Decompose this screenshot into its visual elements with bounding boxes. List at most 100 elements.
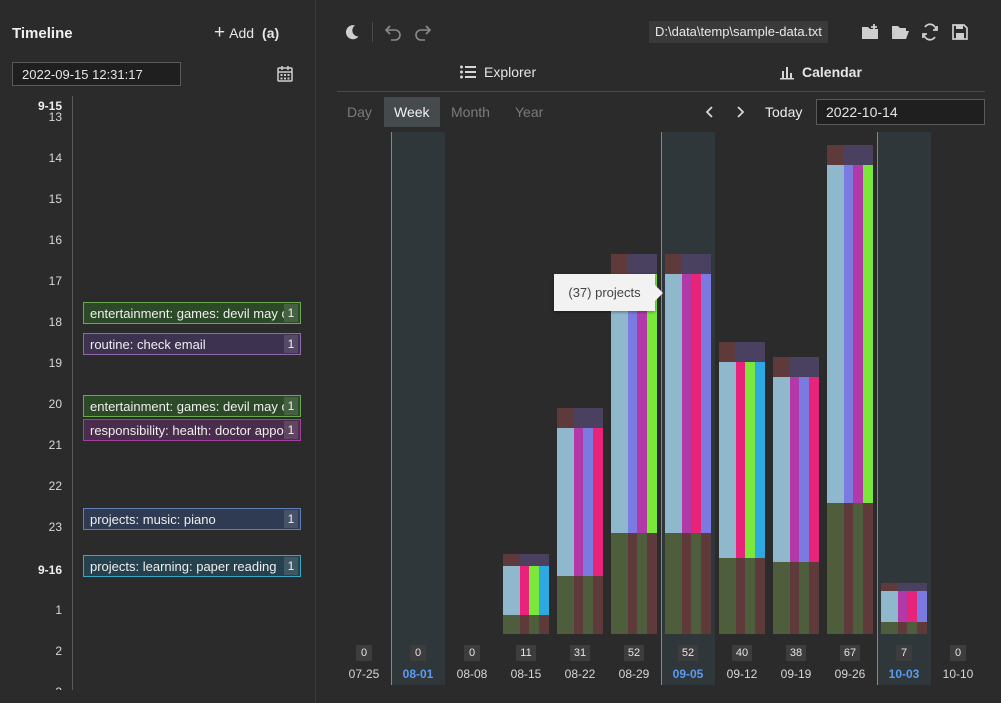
bar-segment: [755, 558, 765, 634]
timeline-event[interactable]: projects: music: piano 1: [83, 508, 301, 530]
bar-segment: [844, 165, 853, 503]
current-date-input[interactable]: [816, 99, 985, 125]
timeline-date-input[interactable]: [12, 62, 181, 86]
tab-calendar[interactable]: Calendar: [779, 64, 862, 80]
timeline-event[interactable]: routine: check email 1: [83, 333, 301, 355]
highlighted-week-column: [391, 132, 445, 685]
add-label: Add: [229, 25, 255, 41]
range-tab-year[interactable]: Year: [515, 104, 544, 120]
bar-segment: [557, 408, 573, 428]
bar-segment: [881, 583, 897, 591]
save-icon[interactable]: [950, 22, 970, 42]
timeline-event-count: 1: [284, 510, 298, 528]
timeline-event[interactable]: entertainment: games: devil may cry 1: [83, 302, 301, 324]
week-divider-line: [877, 132, 878, 685]
range-tab-week[interactable]: Week: [384, 97, 440, 127]
open-folder-icon[interactable]: [890, 22, 910, 42]
timeline-day-label: 9-16: [37, 563, 62, 577]
bar-segment: [719, 362, 736, 558]
bar-segment: [863, 165, 873, 503]
timeline-event-count: 1: [284, 335, 298, 353]
bar-segment: [628, 274, 637, 533]
tab-explorer[interactable]: Explorer: [459, 64, 536, 80]
timeline-event-label: projects: learning: paper reading: [90, 558, 277, 574]
week-count-label: 40: [732, 645, 752, 661]
bar-segment: [682, 533, 691, 634]
tab-explorer-label: Explorer: [484, 64, 537, 80]
week-count-label: 67: [840, 645, 860, 661]
bar-segment: [691, 274, 701, 533]
bar-segment: [799, 562, 809, 634]
bar-segment: [529, 615, 539, 634]
timeline-hour-label: 14: [48, 151, 62, 165]
bar-segment: [557, 576, 574, 634]
moon-icon[interactable]: [342, 22, 362, 42]
week-bar[interactable]: [665, 254, 711, 634]
chevron-left-icon[interactable]: [702, 104, 718, 120]
bar-segment: [520, 566, 529, 615]
refresh-icon[interactable]: [920, 22, 940, 42]
bar-segment: [790, 377, 799, 562]
week-tick-label: 08-22: [564, 667, 596, 681]
today-button[interactable]: Today: [765, 104, 803, 120]
week-count-label: 0: [950, 645, 966, 661]
timeline-event-label: entertainment: games: devil may cry: [90, 305, 284, 321]
bar-segment: [863, 503, 873, 634]
week-count-label: 52: [624, 645, 644, 661]
timeline-event[interactable]: projects: learning: paper reading 1: [83, 555, 301, 577]
week-bar[interactable]: [773, 357, 819, 634]
bar-segment: [790, 562, 799, 634]
week-tick-label: 09-19: [780, 667, 812, 681]
weekly-chart[interactable]: 0 07-25 0 08-01 0 08-08 11 08-15 31 08-22 52 08-29 5…: [337, 132, 985, 687]
bar-segment: [827, 165, 844, 503]
tab-calendar-label: Calendar: [802, 64, 862, 80]
timeline-sidebar: Timeline + Add (a) 9-1513141516171819202…: [0, 0, 316, 703]
chevron-right-icon[interactable]: [732, 104, 748, 120]
timeline-hour-label: 2: [55, 644, 62, 658]
timeline-hour-label: 15: [48, 192, 62, 206]
week-count-label: 7: [896, 645, 912, 661]
add-button[interactable]: + Add (a): [214, 22, 279, 43]
bar-segment: [773, 562, 790, 634]
bar-segment: [907, 590, 917, 622]
timeline-hour-label: 23: [48, 520, 62, 534]
timeline-event[interactable]: responsibility: health: doctor appointme…: [83, 419, 301, 441]
bar-segment: [907, 621, 917, 634]
timeline-event-count: 1: [284, 557, 298, 575]
week-count-label: 38: [786, 645, 806, 661]
timeline-event[interactable]: entertainment: games: devil may cry 1: [83, 395, 301, 417]
new-folder-icon[interactable]: [860, 22, 880, 42]
plus-icon: +: [214, 22, 226, 43]
week-tick-label: 09-05: [672, 667, 704, 681]
week-bar[interactable]: [881, 583, 927, 634]
week-bar[interactable]: [503, 554, 549, 634]
week-tick-label: 08-29: [618, 667, 650, 681]
bar-segment: [881, 583, 927, 591]
week-bar[interactable]: [827, 145, 873, 634]
bar-segment: [520, 615, 529, 634]
redo-icon[interactable]: [413, 22, 433, 42]
week-bar[interactable]: [611, 254, 657, 634]
range-tab-month[interactable]: Month: [451, 104, 490, 120]
undo-icon[interactable]: [383, 22, 403, 42]
bar-segment: [736, 558, 745, 634]
tooltip-arrow: [655, 285, 663, 301]
calendar-icon[interactable]: [276, 65, 294, 83]
bar-segment: [682, 274, 691, 533]
timeline-event-label: responsibility: health: doctor appointme…: [90, 422, 284, 438]
week-bar[interactable]: [719, 342, 765, 634]
bar-segment: [881, 590, 898, 622]
week-bar[interactable]: [557, 408, 603, 634]
timeline-hour-label: 21: [48, 438, 62, 452]
week-tick-label: 07-25: [348, 667, 380, 681]
timeline-hour-label: 13: [48, 110, 62, 124]
bar-segment: [844, 503, 853, 634]
week-divider-line: [661, 132, 662, 685]
bar-segment: [755, 362, 765, 558]
range-tab-day[interactable]: Day: [347, 104, 372, 120]
week-tick-label: 08-08: [456, 667, 488, 681]
bar-segment: [736, 362, 745, 558]
bar-segment: [529, 566, 539, 615]
bar-segment: [773, 357, 789, 377]
